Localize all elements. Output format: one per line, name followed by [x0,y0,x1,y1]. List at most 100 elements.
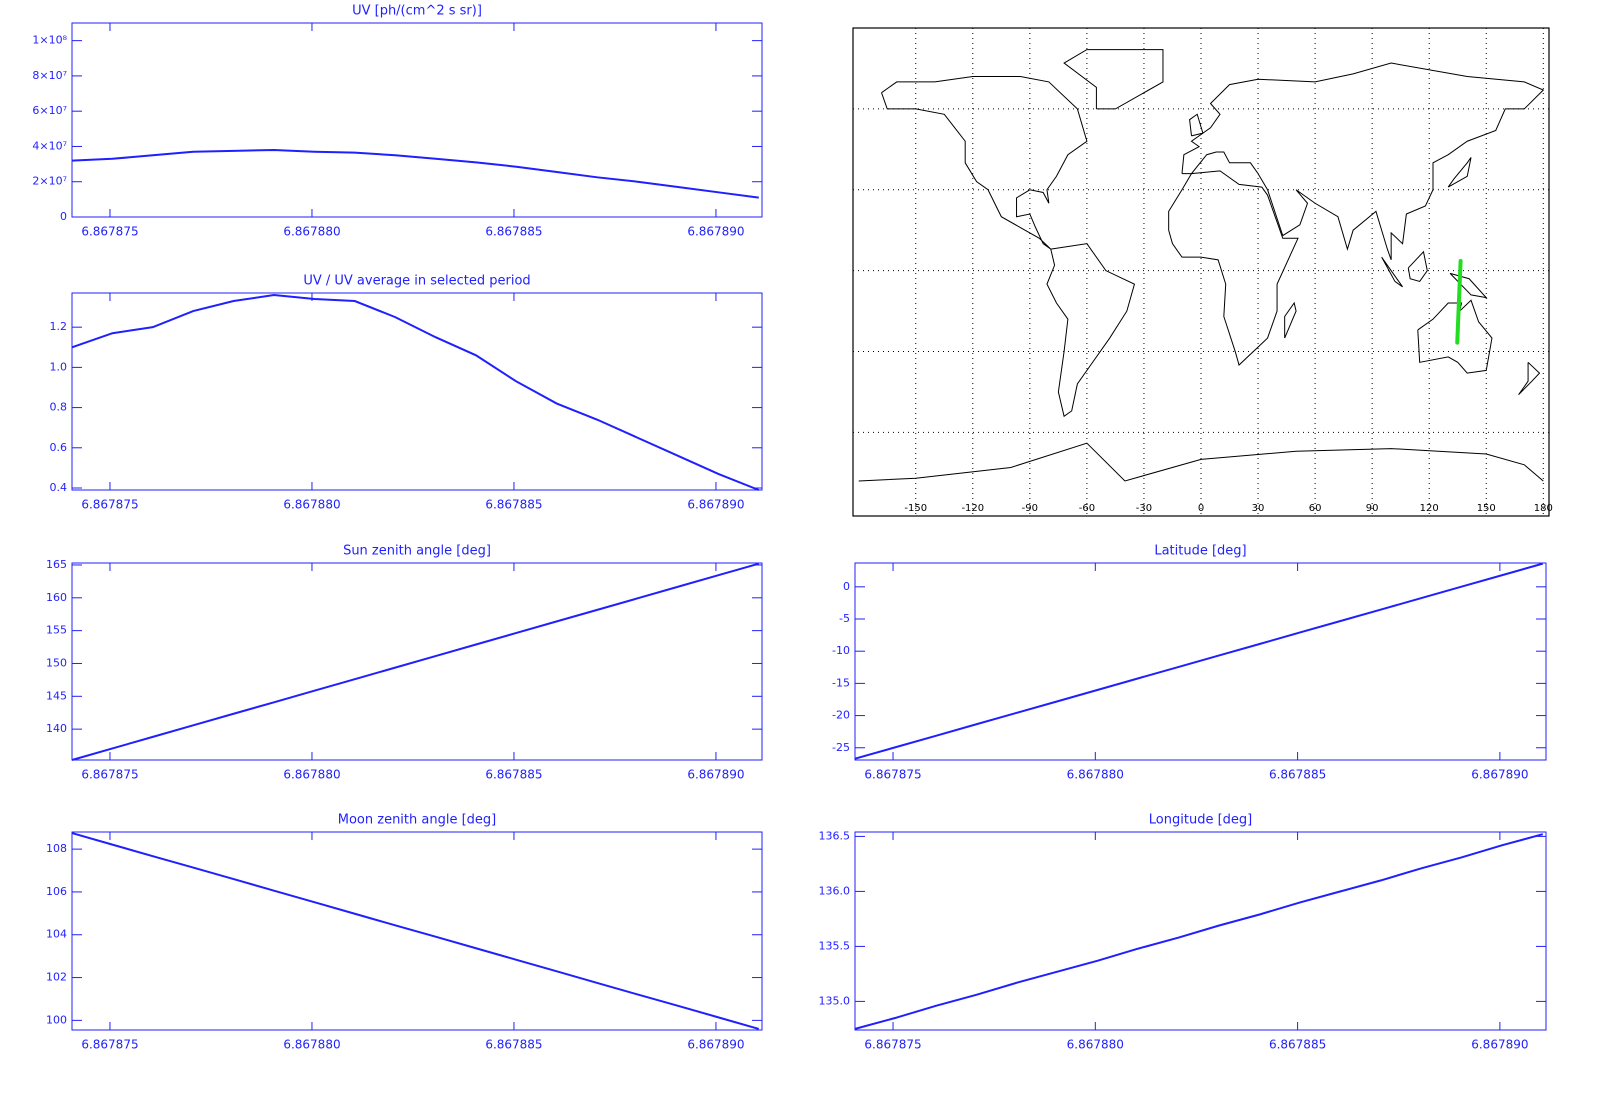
x-tick-label: 6.867885 [485,498,542,512]
y-tick-label: 1×10⁸ [32,34,67,47]
x-tick-label: 6.867875 [864,1038,921,1052]
coastline [1518,361,1541,396]
line-panel: UV / UV average in selected period 6.8678… [50,274,763,512]
coastline [1063,49,1164,110]
x-tick-label: 6.867880 [283,498,340,512]
x-tick-label: 6.867885 [1269,1038,1326,1052]
coastline [1417,299,1493,374]
y-tick-label: 1.0 [50,360,68,373]
data-line [71,832,760,1030]
chart-title: UV [ph/(cm^2 s sr)] [352,4,482,19]
y-tick-label: -10 [832,644,850,657]
coastline [1381,256,1403,288]
plot-frame [71,22,763,218]
y-tick-label: 0 [60,210,67,223]
x-tick-label: 6.867885 [485,1038,542,1052]
x-tick-label: 6.867890 [687,498,744,512]
line-panel: UV [ph/(cm^2 s sr)] 6.867875 6.867880 6.867… [32,4,763,239]
y-tick-label: 8×10⁷ [32,69,67,82]
coastline [1189,113,1204,137]
line-panel: Latitude [deg] 6.867875 6.867880 6.867885 6.… [832,544,1547,782]
lon-tick-label: 90 [1366,503,1379,514]
coastline [1407,250,1428,283]
plot-frame [854,562,1547,761]
coastline [858,442,1544,482]
x-tick-label: 6.867875 [81,768,138,782]
coastline [881,76,1088,250]
plot-frame [854,831,1547,1031]
ground-track [1455,258,1463,345]
data-line [854,562,1544,760]
lon-tick-label: 120 [1420,503,1439,514]
plot-frame [71,831,763,1031]
line-panel: Moon zenith angle [deg] 6.867875 6.867880 6… [46,813,763,1052]
x-tick-label: 6.867885 [1269,768,1326,782]
y-tick-label: 4×10⁷ [32,139,67,152]
coastline [1046,243,1136,418]
lon-tick-label: -120 [961,503,984,514]
coastlines [858,49,1545,482]
lon-tick-label: -90 [1022,503,1038,514]
y-tick-label: 0.8 [50,401,68,414]
y-tick-label: 0.6 [50,441,68,454]
x-tick-label: 6.867880 [283,1038,340,1052]
line-panel: Sun zenith angle [deg] 6.867875 6.867880 6.… [46,544,763,782]
x-tick-label: 6.867875 [864,768,921,782]
chart-title: UV / UV average in selected period [303,274,530,289]
y-tick-label: 100 [46,1013,67,1026]
y-tick-label: 108 [46,842,67,855]
lon-tick-label: -60 [1079,503,1095,514]
lon-tick-label: 150 [1477,503,1496,514]
coastline [1181,62,1545,261]
map-frame [852,27,1550,517]
y-tick-label: -20 [832,709,850,722]
x-tick-label: 6.867885 [485,768,542,782]
y-tick-label: -15 [832,676,850,689]
y-tick-label: 140 [46,722,67,735]
lon-tick-label: 30 [1252,503,1265,514]
chart-title: Sun zenith angle [deg] [343,544,491,559]
y-tick-label: -25 [832,741,850,754]
y-tick-label: 135.5 [819,939,851,952]
data-line [71,148,759,199]
chart-title: Latitude [deg] [1154,544,1246,559]
y-tick-label: 102 [46,971,67,984]
lon-tick-label: -150 [904,503,927,514]
x-tick-label: 6.867885 [485,225,542,239]
y-tick-label: 160 [46,591,67,604]
x-tick-label: 6.867890 [687,225,744,239]
y-tick-label: 150 [46,656,67,669]
y-tick-label: 2×10⁷ [32,175,67,188]
x-tick-label: 6.867880 [283,225,340,239]
y-tick-label: 1.2 [50,320,68,333]
x-tick-label: 6.867880 [283,768,340,782]
x-tick-label: 6.867890 [1471,768,1528,782]
y-tick-label: 165 [46,558,67,571]
y-tick-label: 6×10⁷ [32,104,67,117]
lon-tick-label: 60 [1309,503,1322,514]
chart-title: Moon zenith angle [deg] [338,813,496,828]
x-tick-label: 6.867875 [81,498,138,512]
coastline [1447,157,1472,188]
x-tick-label: 6.867880 [1067,1038,1124,1052]
chart-title: Longitude [deg] [1149,813,1252,828]
y-tick-label: 145 [46,689,67,702]
data-line [71,294,760,491]
lon-tick-label: -30 [1136,503,1152,514]
x-tick-label: 6.867890 [1471,1038,1528,1052]
lon-tick-label: 180 [1534,503,1553,514]
data-line [71,562,760,761]
x-tick-label: 6.867875 [81,1038,138,1052]
coastline [1168,170,1299,366]
plot-frame [71,562,763,761]
data-line [854,833,1544,1030]
y-tick-label: 104 [46,928,67,941]
y-tick-label: 155 [46,624,67,637]
y-tick-label: 136.5 [819,829,851,842]
y-tick-label: -5 [839,612,850,625]
x-tick-label: 6.867875 [81,225,138,239]
y-tick-label: 0 [843,580,850,593]
y-tick-label: 0.4 [50,481,68,494]
x-tick-label: 6.867890 [687,1038,744,1052]
